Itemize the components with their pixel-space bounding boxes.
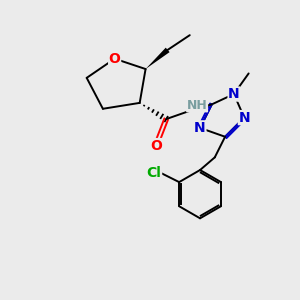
Text: N: N <box>228 87 240 101</box>
Text: N: N <box>238 111 250 124</box>
Text: O: O <box>109 52 121 66</box>
Text: Cl: Cl <box>147 166 162 180</box>
Text: NH: NH <box>187 99 208 112</box>
Text: N: N <box>194 121 206 135</box>
Polygon shape <box>146 48 170 69</box>
Text: O: O <box>150 139 162 153</box>
